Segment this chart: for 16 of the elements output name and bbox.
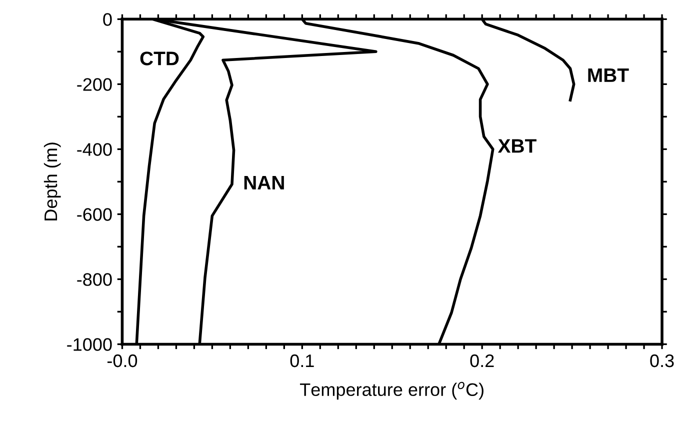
- x-tick-label: 0.3: [650, 354, 674, 368]
- series-label: NAN: [244, 176, 284, 190]
- y-tick-label: -600: [77, 208, 112, 221]
- x-tick-label: 0.2: [470, 354, 494, 368]
- y-tick-label: -800: [77, 273, 112, 286]
- series-label: CTD: [140, 52, 179, 66]
- y-tick-label: -400: [77, 143, 112, 156]
- x-tick-label: 0.1: [290, 354, 314, 368]
- y-tick-label: -200: [77, 78, 112, 91]
- series-label: XBT: [498, 139, 536, 153]
- x-tick-label: -0.0: [107, 354, 138, 368]
- y-tick-label: -1000: [67, 338, 112, 351]
- legend-label: MBT: [588, 68, 629, 82]
- y-tick-label: 0: [103, 13, 112, 26]
- y-axis-title: Depth (m): [44, 142, 61, 220]
- x-axis-title: Temperature error ($^{o}$C): [300, 382, 484, 400]
